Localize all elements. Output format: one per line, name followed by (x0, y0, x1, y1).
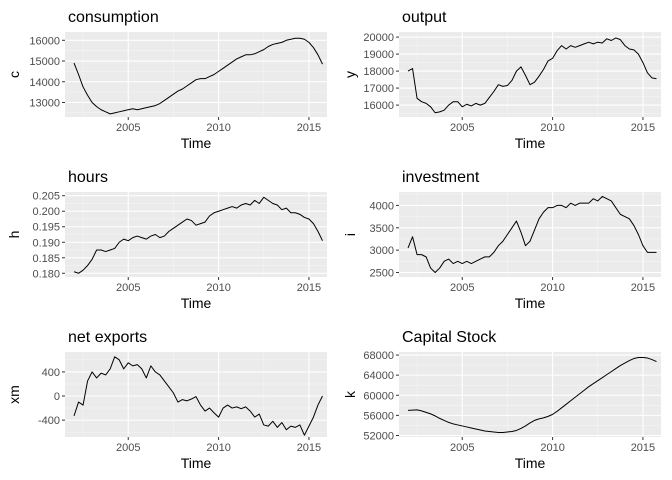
y-tick-label: 0.195 (32, 222, 60, 234)
series-line (73, 196, 323, 274)
x-tick-label: 2015 (631, 442, 655, 454)
y-tick-label: 16000 (29, 35, 60, 47)
y-axis-title: y (342, 71, 358, 78)
x-tick-label: 2010 (206, 122, 230, 134)
y-tick-label: 19000 (363, 49, 394, 61)
plot-background (399, 32, 661, 117)
y-tick-label: 52000 (363, 430, 394, 442)
y-axis-title: c (6, 71, 22, 78)
panel-title: consumption (68, 9, 159, 26)
x-tick-label: 2015 (631, 122, 655, 134)
x-axis-title: Time (181, 455, 212, 471)
series-line (73, 37, 323, 115)
x-axis-title: Time (181, 135, 212, 151)
panel-1: 2005 2010 2015 13000 14000 15000 16000 consumpt… (6, 9, 327, 151)
y-axis-title: k (342, 390, 358, 398)
x-axis-title: Time (181, 295, 212, 311)
x-axis-title: Time (515, 295, 546, 311)
y-tick-label: 14000 (29, 77, 60, 89)
panel-title: hours (68, 169, 108, 186)
y-tick-label: 56000 (363, 410, 394, 422)
x-tick-label: 2015 (631, 282, 655, 294)
y-tick-label: 0 (54, 391, 60, 403)
panel-5: 2005 2010 2015 -400 0 400 net exports Time xm (6, 329, 327, 471)
y-tick-label: -400 (38, 415, 60, 427)
y-tick-label: 17000 (363, 83, 394, 95)
y-tick-label: 0.205 (32, 191, 60, 203)
x-tick-label: 2015 (297, 442, 321, 454)
x-tick-label: 2005 (116, 282, 140, 294)
x-axis-title: Time (515, 455, 546, 471)
x-tick-label: 2005 (450, 282, 474, 294)
y-tick-label: 64000 (363, 370, 394, 382)
series-line (407, 37, 657, 114)
x-tick-label: 2005 (116, 122, 140, 134)
y-tick-label: 0.200 (32, 206, 60, 218)
x-tick-label: 2015 (297, 282, 321, 294)
x-tick-label: 2005 (450, 122, 474, 134)
panel-6: 2005 2010 2015 52000 56000 60000 64000 68000 Cap… (342, 329, 661, 471)
panel-4: 2005 2010 2015 2500 3000 3500 4000 investment Ti… (342, 169, 661, 311)
y-tick-label: 13000 (29, 97, 60, 109)
panel-title: investment (402, 169, 480, 186)
y-tick-label: 3500 (370, 223, 394, 235)
x-tick-label: 2010 (540, 122, 564, 134)
series-line (407, 195, 657, 274)
series-line (408, 357, 657, 433)
x-tick-label: 2005 (450, 442, 474, 454)
panel-3: 2005 2010 2015 0.180 0.185 0.190 0.195 0.200 0.2… (6, 169, 327, 311)
series-line (73, 356, 323, 436)
y-tick-label: 0.190 (32, 237, 60, 249)
x-tick-label: 2010 (540, 282, 564, 294)
x-tick-label: 2015 (297, 122, 321, 134)
y-axis-title: xm (6, 385, 22, 404)
y-tick-label: 68000 (363, 350, 394, 362)
y-tick-label: 3000 (370, 245, 394, 257)
x-tick-label: 2010 (206, 282, 230, 294)
y-tick-label: 20000 (363, 32, 394, 44)
y-tick-label: 0.185 (32, 253, 60, 265)
y-tick-label: 0.180 (32, 268, 60, 280)
y-tick-label: 15000 (29, 56, 60, 68)
x-tick-label: 2005 (116, 442, 140, 454)
y-tick-label: 400 (42, 367, 60, 379)
plot-background (65, 32, 327, 117)
y-tick-label: 2500 (370, 268, 394, 280)
panel-title: net exports (68, 329, 147, 346)
y-tick-label: 60000 (363, 390, 394, 402)
panel-2: 2005 2010 2015 16000 17000 18000 19000 20000 out… (342, 9, 661, 151)
x-tick-label: 2010 (540, 442, 564, 454)
y-axis-title: h (6, 231, 22, 239)
x-tick-label: 2010 (206, 442, 230, 454)
x-axis-title: Time (515, 135, 546, 151)
y-tick-label: 16000 (363, 100, 394, 112)
panel-title: output (402, 9, 447, 26)
panel-title: Capital Stock (402, 329, 497, 346)
plot-background (65, 352, 327, 437)
y-axis-title: i (342, 233, 358, 236)
plot-background (399, 192, 661, 277)
y-tick-label: 18000 (363, 66, 394, 78)
y-tick-label: 4000 (370, 200, 394, 212)
